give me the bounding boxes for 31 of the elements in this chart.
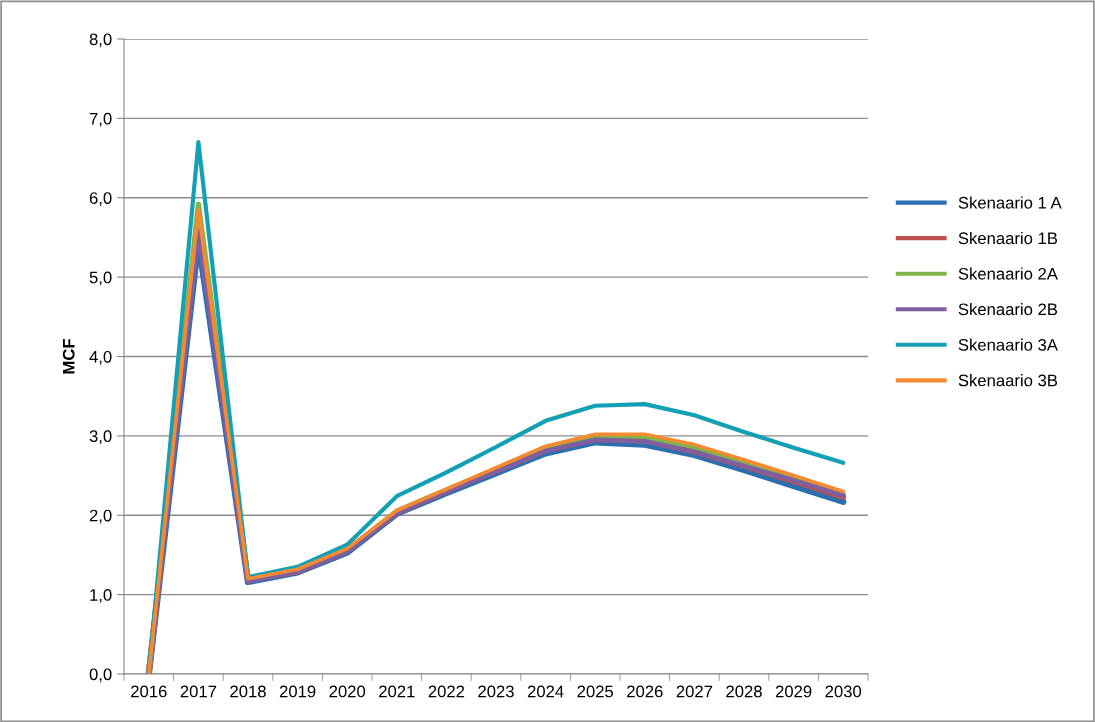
y-tick-label: 4,0 — [89, 350, 112, 365]
x-tick-label: 2020 — [329, 685, 366, 698]
x-tick-label: 2018 — [230, 685, 266, 698]
x-tick-label: 2027 — [676, 685, 713, 698]
legend-label: Skenaario 2A — [958, 267, 1058, 280]
x-tick-label: 2029 — [775, 685, 812, 698]
x-tick-label: 2026 — [627, 685, 663, 698]
legend-label: Skenaario 3A — [958, 338, 1058, 351]
y-tick-label: 5,0 — [89, 271, 112, 286]
legend-label: Skenaario 3B — [958, 374, 1058, 387]
legend-label: Skenaario 1B — [958, 231, 1058, 245]
legend-label: Skenaario 2B — [958, 303, 1058, 316]
y-tick-label: 0,0 — [89, 668, 112, 683]
x-tick-label: 2024 — [527, 685, 564, 698]
y-tick-label: 2,0 — [89, 509, 112, 524]
x-tick-label: 2021 — [379, 685, 415, 698]
x-tick-label: 2028 — [726, 685, 762, 698]
x-tick-label: 2022 — [428, 685, 465, 698]
legend-label: Skenaario 1 A — [958, 196, 1062, 209]
x-tick-label: 2030 — [825, 685, 862, 698]
y-tick-label: 6,0 — [89, 192, 112, 206]
x-tick-label: 2016 — [131, 685, 167, 698]
x-tick-label: 2019 — [279, 685, 316, 698]
x-tick-label: 2025 — [577, 685, 614, 698]
y-axis-title: MCF — [62, 339, 75, 374]
x-tick-label: 2017 — [180, 685, 217, 698]
x-tick-label: 2023 — [478, 685, 514, 698]
y-tick-label: 7,0 — [89, 112, 112, 127]
y-tick-label: 3,0 — [89, 430, 112, 445]
y-tick-label: 8,0 — [89, 33, 112, 48]
y-tick-label: 1,0 — [90, 589, 112, 603]
